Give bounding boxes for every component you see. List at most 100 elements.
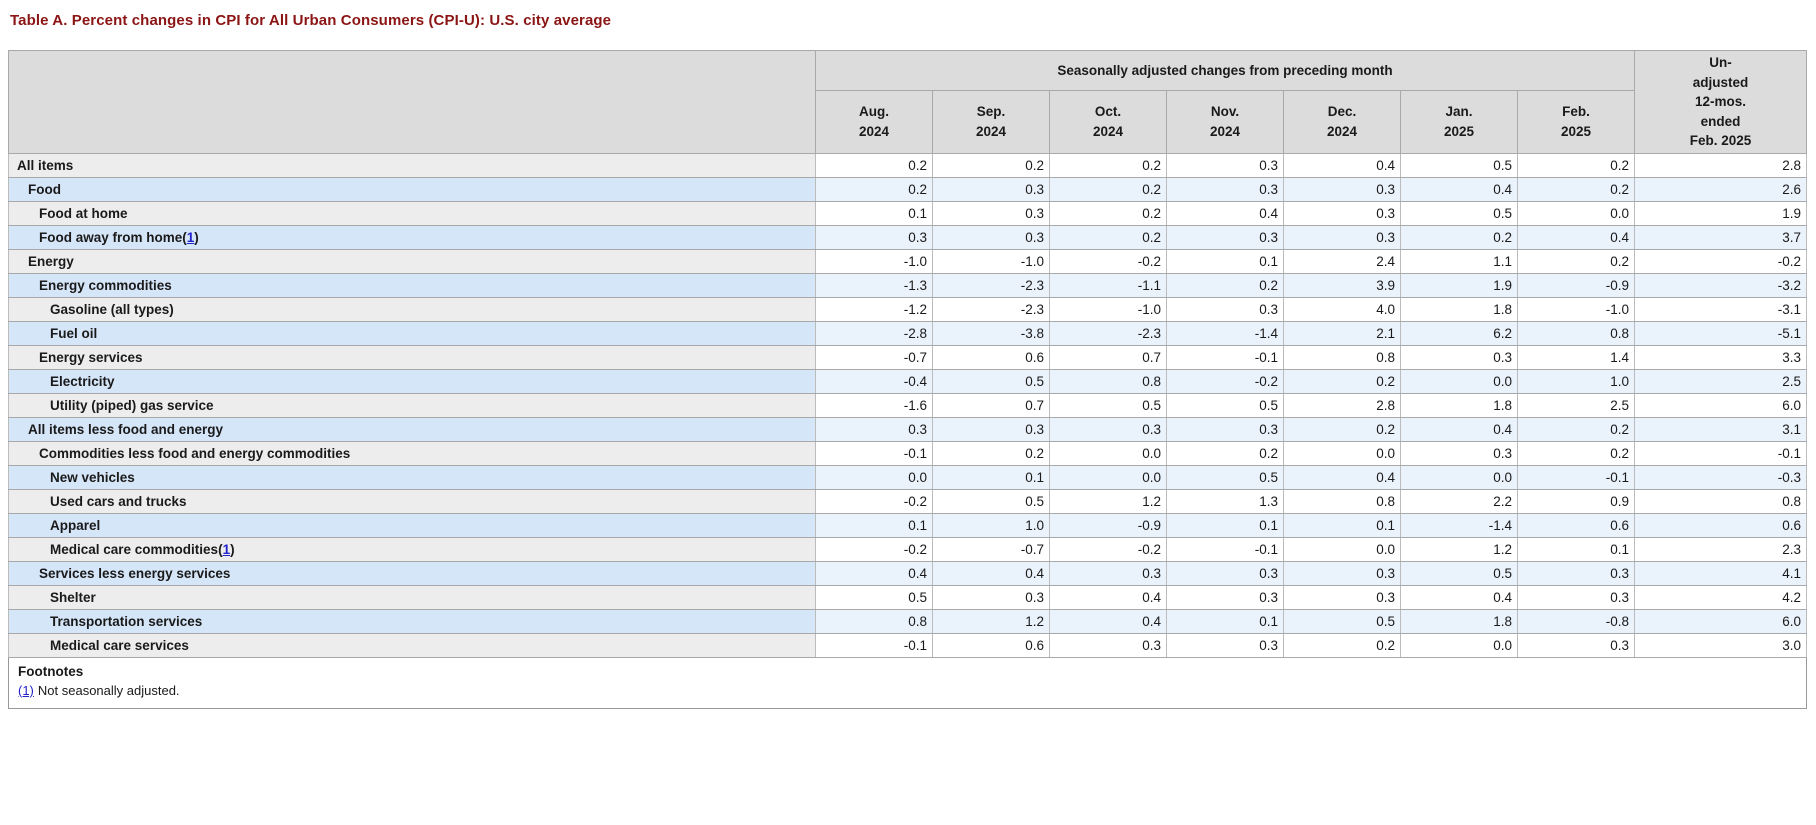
value-cell: -0.1 [814,440,933,466]
table-row: Utility (piped) gas service -1.6 0.7 0.5 0.5… [8,392,1807,418]
month-column-header: Sep. 2024 [931,89,1050,154]
value-cell: 0.2 [931,152,1050,178]
value-cell: -0.1 [1516,464,1636,490]
value-cell: 1.8 [1399,296,1518,322]
month-header-row: Aug. 2024 Sep. 2024 Oct. 2024 Nov. 2024 Dec.… [9,89,1807,154]
value-cell: 1.8 [1399,608,1518,634]
value-cell: 0.3 [931,200,1050,226]
value-cell: 1.4 [1516,344,1636,370]
value-cell: -0.4 [814,368,933,394]
value-cell: 0.5 [931,368,1050,394]
value-cell: 0.2 [1048,176,1167,202]
value-cell: 0.2 [1165,272,1284,298]
footnotes-section: Footnotes (1) Not seasonally adjusted. [8,656,1807,709]
value-cell: 0.8 [1634,488,1807,514]
value-cell: 0.8 [1048,368,1167,394]
row-label: Commodities less food and energy commodi… [8,440,816,466]
value-cell: 6.2 [1399,320,1518,346]
value-cell: 0.2 [1048,224,1167,250]
value-cell: -0.9 [1516,272,1636,298]
value-cell: 0.3 [931,584,1050,610]
value-cell: 0.2 [1282,368,1401,394]
value-cell: 0.2 [814,176,933,202]
row-label: Services less energy services [8,560,816,586]
unadjusted-column-header: Un- adjusted 12-mos. ended Feb. 2025 [1634,50,1807,154]
value-cell: 0.2 [1516,416,1636,442]
row-label-text: Medical care commodities [50,541,219,557]
value-cell: -0.2 [814,536,933,562]
value-cell: 0.2 [1048,200,1167,226]
row-label: Food [8,176,816,202]
row-label: Gasoline (all types) [8,296,816,322]
row-label-text: Food [28,181,61,197]
value-cell: 0.1 [931,464,1050,490]
value-cell: 0.3 [1165,560,1284,586]
value-cell: 0.3 [931,176,1050,202]
value-cell: 0.7 [931,392,1050,418]
value-cell: -0.2 [1634,248,1807,274]
row-label-text: Energy [28,253,74,269]
value-cell: 0.6 [931,632,1050,658]
value-cell: 0.3 [1282,224,1401,250]
value-cell: 0.5 [1048,392,1167,418]
value-cell: 2.8 [1282,392,1401,418]
value-cell: 0.3 [1165,416,1284,442]
value-cell: 0.7 [1048,344,1167,370]
value-cell: 0.5 [931,488,1050,514]
cpi-table: Seasonally adjusted changes from precedi… [8,50,1807,709]
table-row: Food 0.2 0.3 0.2 0.3 0.3 0.4 0.2 2.6 [8,176,1807,202]
value-cell: 0.2 [1516,152,1636,178]
value-cell: -0.8 [1516,608,1636,634]
value-cell: 0.1 [814,512,933,538]
row-label: New vehicles [8,464,816,490]
value-cell: 0.1 [814,200,933,226]
value-cell: 0.0 [1516,200,1636,226]
value-cell: 0.3 [1516,632,1636,658]
value-cell: -0.7 [931,536,1050,562]
table-row: Apparel 0.1 1.0 -0.9 0.1 0.1 -1.4 0.6 0.6 [8,512,1807,538]
value-cell: -1.4 [1165,320,1284,346]
value-cell: -2.3 [931,272,1050,298]
value-cell: 0.2 [1516,248,1636,274]
footnote-link[interactable]: 1 [186,229,195,245]
value-cell: 6.0 [1634,392,1807,418]
row-label: Fuel oil [8,320,816,346]
row-label: Electricity [8,368,816,394]
value-cell: -0.2 [1048,536,1167,562]
row-label-text: All items [17,157,74,173]
value-cell: 0.4 [1282,152,1401,178]
value-cell: 0.8 [1282,488,1401,514]
footnote-item: (1) Not seasonally adjusted. [18,683,1797,698]
value-cell: 0.3 [1165,296,1284,322]
table-row: Energy services -0.7 0.6 0.7 -0.1 0.8 0.3 1.4 3.… [8,344,1807,370]
group-header-row: Seasonally adjusted changes from precedi… [8,50,1807,154]
value-cell: -1.0 [931,248,1050,274]
value-cell: 0.3 [814,416,933,442]
table-body: All items 0.2 0.2 0.2 0.3 0.4 0.5 0.2 2.8 Food 0.2… [8,152,1807,658]
value-cell: 4.2 [1634,584,1807,610]
value-cell: 0.3 [1516,560,1636,586]
value-cell: -3.8 [931,320,1050,346]
value-cell: 0.3 [931,224,1050,250]
row-label: Apparel [8,512,816,538]
value-cell: 3.0 [1634,632,1807,658]
table-row: Commodities less food and energy commodi… [8,440,1807,466]
row-label-text: Electricity [50,373,115,389]
value-cell: 4.1 [1634,560,1807,586]
row-label-text: Services less energy services [39,565,231,581]
value-cell: 0.0 [1399,464,1518,490]
value-cell: 0.3 [1165,152,1284,178]
footnote-1-text: Not seasonally adjusted. [37,682,180,698]
footnotes-heading: Footnotes [18,663,84,679]
row-label: Energy [8,248,816,274]
row-label-text: Fuel oil [50,325,98,341]
value-cell: -0.1 [1634,440,1807,466]
row-label-text: Medical care services [50,637,189,653]
footnote-1-link[interactable]: (1) [18,682,34,698]
footnote-link[interactable]: 1 [222,541,231,557]
month-column-header: Feb. 2025 [1516,89,1636,154]
value-cell: 2.8 [1634,152,1807,178]
value-cell: 3.3 [1634,344,1807,370]
value-cell: 0.4 [814,560,933,586]
value-cell: -1.3 [814,272,933,298]
